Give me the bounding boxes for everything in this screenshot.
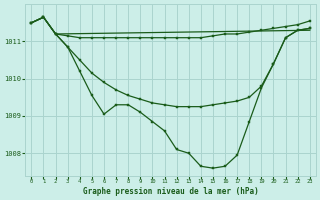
- X-axis label: Graphe pression niveau de la mer (hPa): Graphe pression niveau de la mer (hPa): [83, 187, 259, 196]
